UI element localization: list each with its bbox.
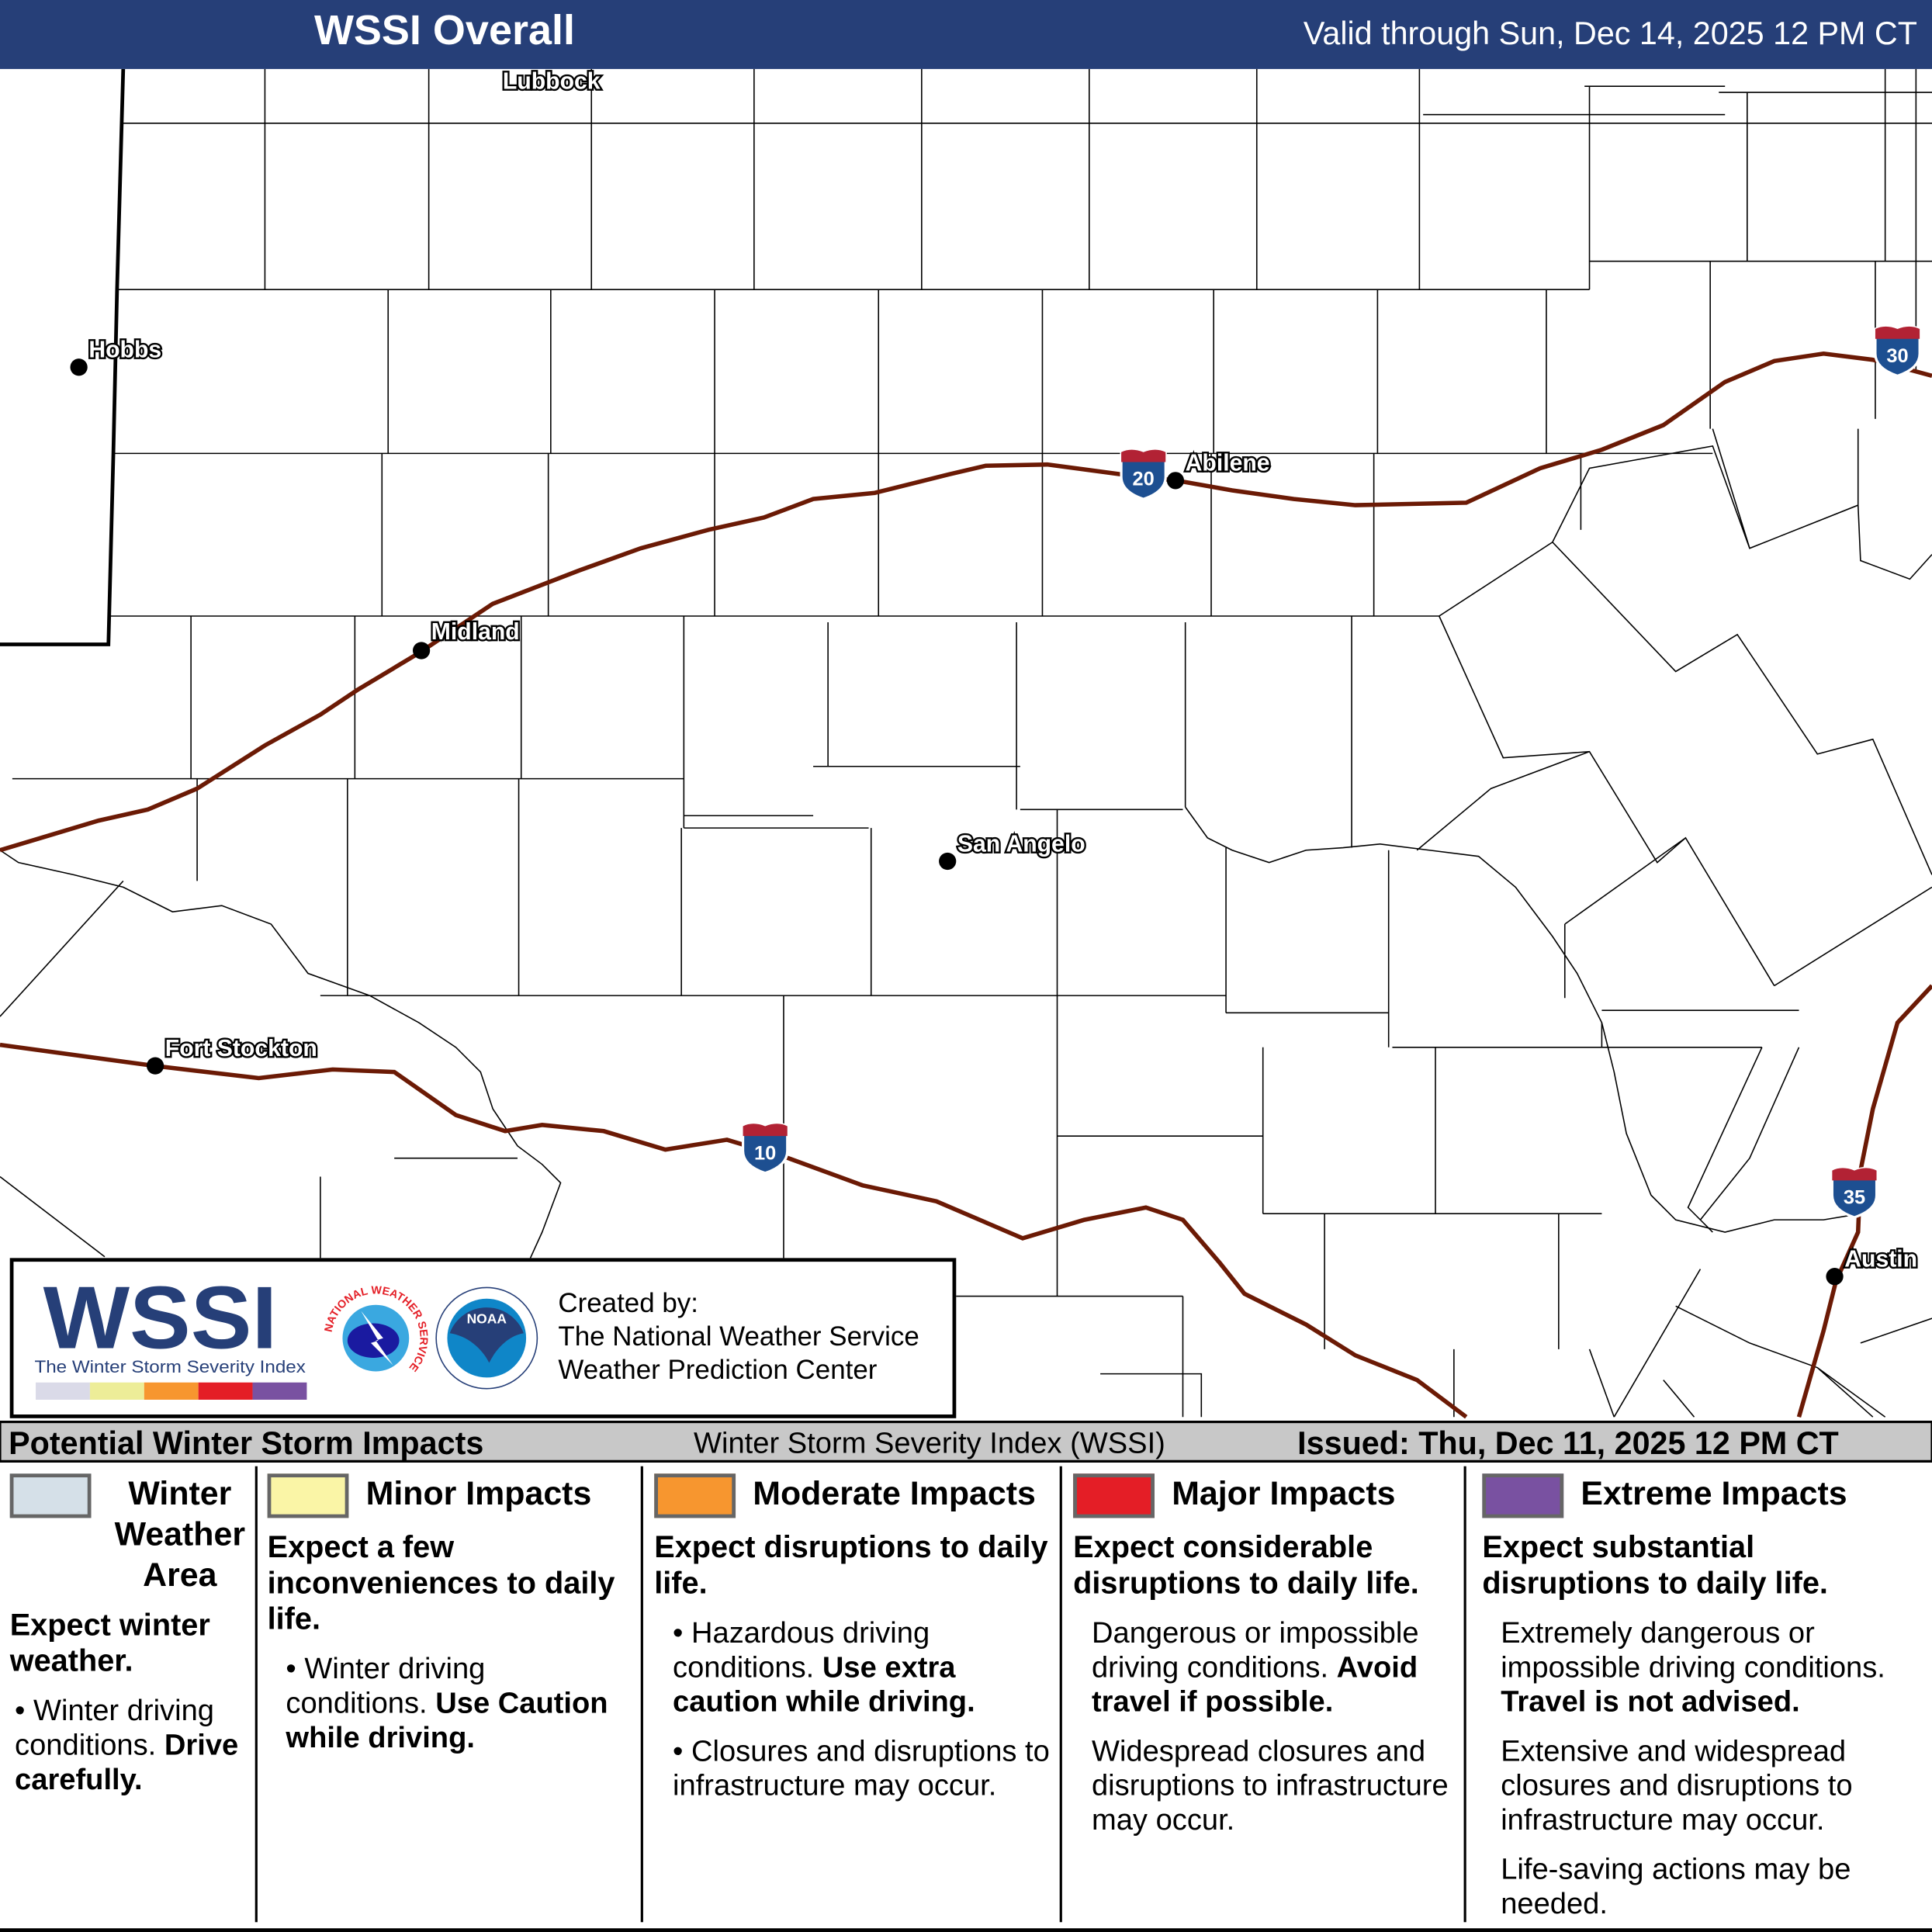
- legend-category-title: Moderate Impacts: [753, 1474, 1036, 1512]
- legend-major-impacts: Major Impacts Expect considerable disrup…: [1073, 1473, 1457, 1838]
- legend-bullet: • Hazardous driving conditions. Use extr…: [673, 1616, 975, 1719]
- credit-nws: The National Weather Service: [558, 1321, 919, 1352]
- city-dot: [939, 852, 957, 871]
- legend-summary: Expect disruptions to daily life.: [654, 1530, 1048, 1601]
- city-label-san-angelo: San Angelo: [957, 831, 1085, 857]
- legend-category-title: Extreme Impacts: [1581, 1474, 1847, 1512]
- credit-wpc: Weather Prediction Center: [558, 1354, 878, 1385]
- interstate-30-shield-icon: 30: [1874, 325, 1921, 378]
- city-label-hobbs: Hobbs: [88, 338, 161, 363]
- city-dot: [412, 642, 431, 660]
- map: Lubbock Hobbs Abilene Midland San Angelo…: [0, 68, 1932, 1419]
- svg-text:NOAA: NOAA: [467, 1311, 507, 1327]
- city-label-midland: Midland: [431, 619, 520, 645]
- logo-panel: WSSI The Winter Storm Severity Index NAT…: [9, 1258, 957, 1418]
- city-dot: [1166, 472, 1185, 490]
- city-markers: [70, 358, 1844, 1286]
- legend-header: Potential Winter Storm Impacts Winter St…: [0, 1420, 1932, 1463]
- created-by-label: Created by:: [558, 1287, 698, 1319]
- noaa-seal-icon: NOAA: [435, 1286, 538, 1390]
- legend-summary: Expect considerable disruptions to daily…: [1073, 1530, 1419, 1601]
- valid-time: Valid through Sun, Dec 14, 2025 12 PM CT: [1303, 15, 1917, 52]
- color-swatch: [9, 1473, 92, 1518]
- legend-summary: Expect a few inconveniences to daily lif…: [267, 1530, 615, 1636]
- city-label-fort-stockton: Fort Stockton: [165, 1036, 317, 1061]
- legend-bullet: • Closures and disruptions to infrastruc…: [673, 1734, 1050, 1803]
- legend-bullet: • Winter driving conditions. Use Caution…: [286, 1652, 608, 1755]
- wssi-logo: WSSI The Winter Storm Severity Index: [34, 1272, 307, 1400]
- legend-bullet: Dangerous or impossible driving conditio…: [1091, 1616, 1419, 1719]
- city-dot: [70, 358, 88, 376]
- legend-category-title: Winter Weather Area: [114, 1474, 246, 1594]
- legend-subtitle: Winter Storm Severity Index (WSSI): [694, 1426, 1165, 1460]
- legend-bullet: • Winter driving conditions. Drive caref…: [15, 1694, 239, 1797]
- legend-winter-weather-area: Winter Weather Area Expect winter weathe…: [9, 1473, 251, 1798]
- color-swatch: [1073, 1473, 1155, 1518]
- svg-text:WSSI: WSSI: [43, 1272, 278, 1367]
- credits: Created by: The National Weather Service…: [558, 1286, 919, 1387]
- interstate-20-shield-icon: 20: [1120, 448, 1167, 500]
- legend-category-title: Major Impacts: [1172, 1474, 1396, 1512]
- interstate-number: 30: [1886, 345, 1908, 367]
- city-dot: [146, 1057, 164, 1075]
- legend-moderate-impacts: Moderate Impacts Expect disruptions to d…: [654, 1473, 1051, 1804]
- interstate-number: 20: [1133, 469, 1155, 490]
- interstate-10-shield-icon: 10: [741, 1122, 789, 1175]
- legend-bullet: Extremely dangerous or impossible drivin…: [1501, 1616, 1885, 1719]
- legend-bullet: Widespread closures and disruptions to i…: [1091, 1734, 1449, 1837]
- interstate-35-shield-icon: 35: [1830, 1166, 1878, 1219]
- nws-seal-icon: NATIONAL WEATHER SERVICE: [323, 1284, 430, 1391]
- legend-extreme-impacts: Extreme Impacts Expect substantial disru…: [1482, 1473, 1926, 1922]
- interstate-10-route: [0, 1042, 1468, 1419]
- city-label-austin: Austin: [1844, 1246, 1917, 1272]
- title-bar: WSSI Overall Valid through Sun, Dec 14, …: [0, 0, 1932, 69]
- legend-category-title: Minor Impacts: [365, 1474, 592, 1512]
- interstate-20-route: [0, 351, 1932, 853]
- map-title: WSSI Overall: [313, 7, 576, 54]
- legend-summary: Expect winter weather.: [9, 1608, 210, 1678]
- color-swatch: [1482, 1473, 1564, 1518]
- svg-text:The Winter Storm Severity Inde: The Winter Storm Severity Index: [34, 1357, 305, 1376]
- issued-time: Issued: Thu, Dec 11, 2025 12 PM CT: [1297, 1424, 1839, 1462]
- city-label-lubbock: Lubbock: [503, 69, 601, 94]
- county-boundaries: [0, 68, 1932, 1418]
- legend-minor-impacts: Minor Impacts Expect a few inconvenience…: [267, 1473, 635, 1756]
- city-dot: [1826, 1268, 1844, 1286]
- legend-bullet: Life-saving actions may be needed.: [1501, 1853, 1851, 1921]
- city-label-abilene: Abilene: [1186, 451, 1270, 476]
- legend-bullet: Extensive and widespread closures and di…: [1501, 1734, 1853, 1837]
- interstate-number: 10: [754, 1142, 776, 1164]
- color-swatch: [267, 1473, 349, 1518]
- legend-title: Potential Winter Storm Impacts: [9, 1424, 484, 1462]
- color-swatch: [654, 1473, 736, 1518]
- legend-summary: Expect substantial disruptions to daily …: [1482, 1530, 1828, 1601]
- interstate-number: 35: [1844, 1186, 1865, 1208]
